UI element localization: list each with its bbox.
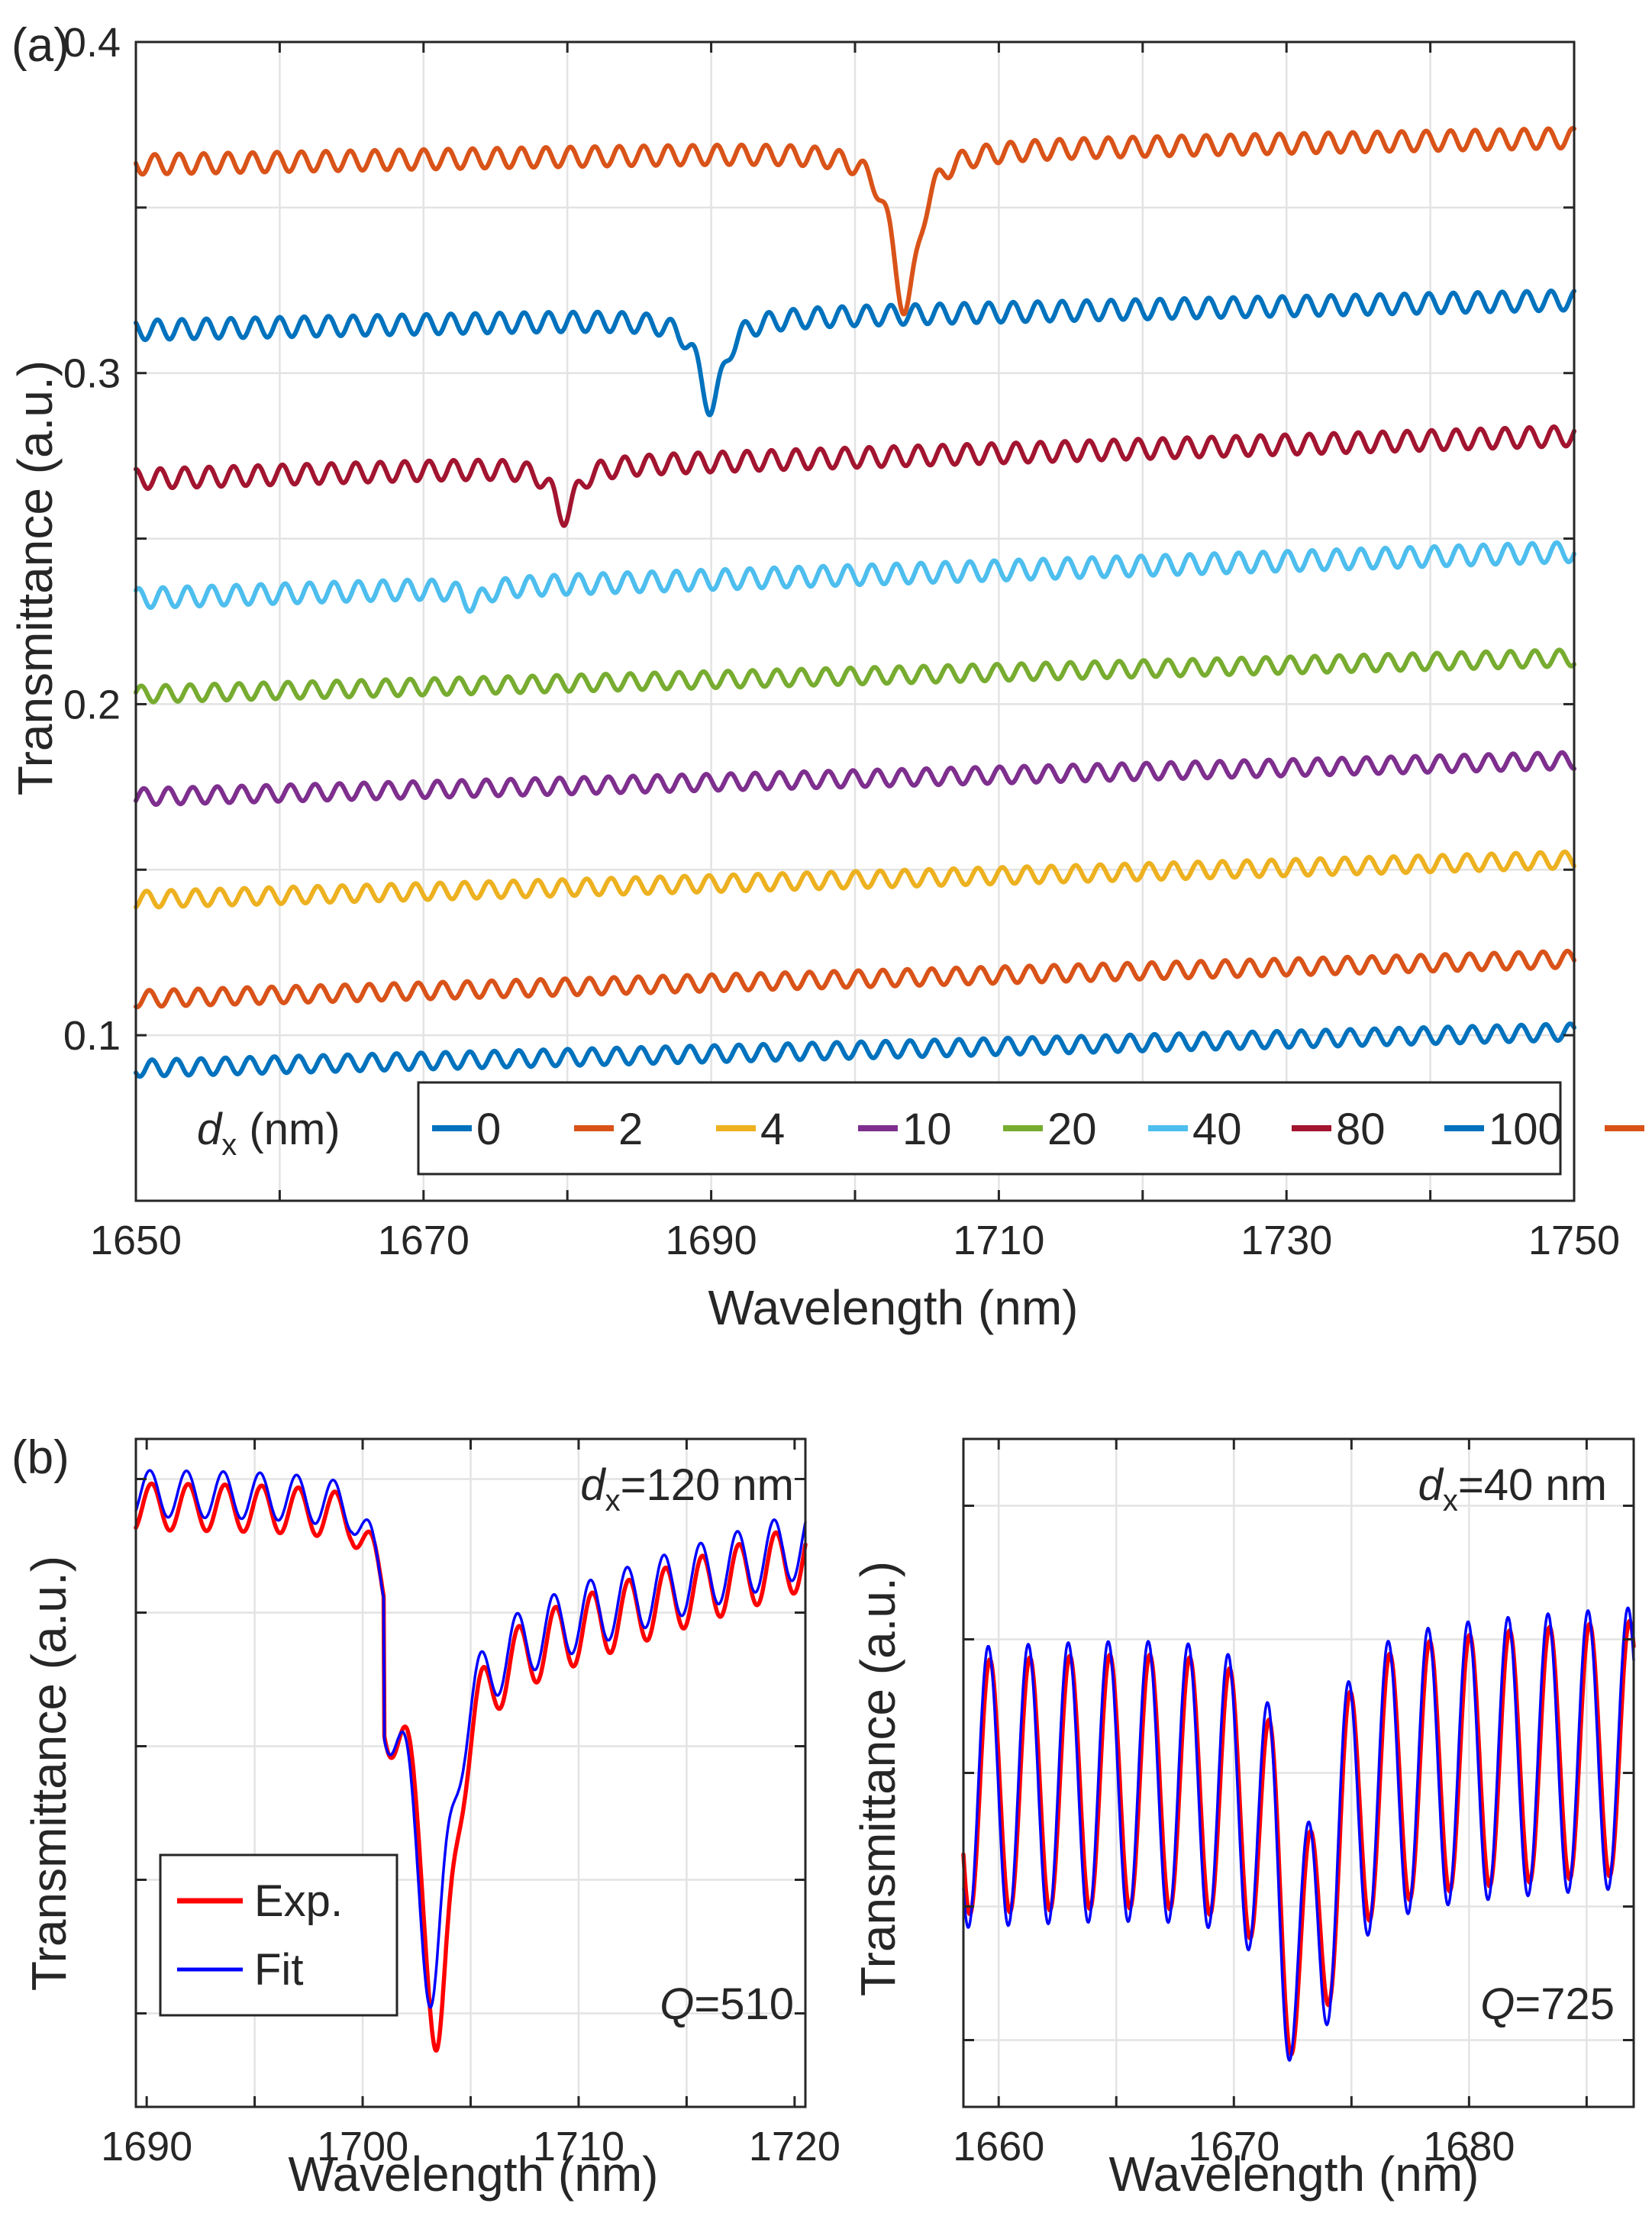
legend-label-exp: Exp. [254,1876,343,1926]
series-line-Fit [962,1606,1635,2062]
x-tick-label: 1700 [317,2124,408,2169]
panel-a-y-axis-label: Transmittance (a.u.) [8,360,63,795]
panel-b-right-chart: 1660 1670 1680 Wavelength (nm) Transmittan… [850,1437,1636,2202]
series-line-2 [134,948,1576,1010]
panel-b-q-annotation: Q=510 [660,1979,794,2029]
panel-b-dx-sub: x [605,1484,621,1518]
panel-b-right-q-var: Q [1480,1979,1515,2029]
series-line-100 [134,289,1576,418]
panel-b-x-tick-labels: 1690 1700 1710 1720 [101,2124,841,2169]
series-line-0 [134,1021,1576,1079]
panel-a-ticks [134,40,1576,1202]
panel-a-series-group [134,125,1576,1079]
panel-b-series-group [134,1469,808,2053]
y-tick-label: 0.3 [63,351,121,397]
series-line-80 [134,424,1576,528]
panel-b-right-x-axis-label: Wavelength (nm) [1109,2147,1479,2202]
legend-title-var: d [197,1105,223,1154]
panel-b-right-dx-value: =40 nm [1458,1460,1607,1510]
panel-b-right-ticks [963,1439,1634,2107]
legend-title-unit: (nm) [237,1105,340,1154]
series-line-120 [134,125,1576,317]
legend-title-sub: x [221,1128,237,1162]
panel-b-label: (b) [11,1431,69,1484]
x-tick-label: 1670 [378,1218,469,1263]
legend-label-40: 40 [1192,1105,1242,1154]
x-tick-label: 1730 [1241,1218,1332,1263]
panel-a-y-tick-labels: 0.1 0.2 0.3 0.4 [63,20,121,1059]
panel-b-ticks [136,1439,805,2107]
legend-label-80: 80 [1336,1105,1386,1154]
panel-b-right-q-value: =725 [1515,1979,1615,2029]
series-line-Fit [134,1469,807,2009]
x-tick-label: 1680 [1423,2124,1515,2169]
legend-label-120: 120 [1649,1105,1652,1154]
x-tick-label: 1690 [101,2124,192,2169]
y-tick-label: 0.4 [63,20,121,66]
legend-items: 0 2 4 10 20 40 80 100 120 [432,1105,1652,1154]
x-tick-label: 1690 [666,1218,757,1263]
x-tick-label: 1710 [953,1218,1044,1263]
panel-a-x-axis-label: Wavelength (nm) [708,1280,1079,1335]
legend-label-fit: Fit [254,1945,303,1995]
x-tick-label: 1650 [90,1218,182,1263]
panel-a-gridlines [136,42,1574,1201]
panel-b-right-q-annotation: Q=725 [1480,1979,1615,2029]
panel-b-dx-value: =120 nm [621,1460,794,1510]
y-tick-label: 0.2 [63,682,121,727]
panel-b-right-dx-sub: x [1443,1484,1458,1518]
panel-b-x-axis-label: Wavelength (nm) [289,2147,659,2202]
x-tick-label: 1660 [953,2124,1044,2169]
panel-b-q-var: Q [660,1979,694,2029]
legend-label-20: 20 [1047,1105,1097,1154]
panel-a-x-tick-labels: 1650 1670 1690 1710 1730 1750 [90,1218,1620,1263]
panel-a-legend: dx (nm) 0 2 4 10 20 40 80 100 120 [197,1081,1652,1176]
series-line-4 [134,849,1576,910]
panel-b-dx-annotation: dx=120 nm [580,1460,794,1518]
panel-b-right-dx-var: d [1418,1460,1444,1510]
legend-label-10: 10 [902,1105,952,1154]
panel-b-y-axis-label: Transmittance (a.u.) [21,1556,76,1991]
legend-label-2: 2 [618,1105,643,1154]
x-tick-label: 1670 [1188,2124,1279,2169]
panel-b-legend-box [159,1853,398,2017]
panel-b-q-value: =510 [694,1979,794,2029]
x-tick-label: 1720 [749,2124,841,2169]
panel-b-right-series-group [961,1606,1636,2062]
legend-label-100: 100 [1489,1105,1563,1154]
panel-b-right-x-tick-labels: 1660 1670 1680 [953,2124,1515,2169]
legend-title: dx (nm) [197,1105,340,1162]
panel-b-dx-var: d [580,1460,606,1510]
panel-a-label: (a) [11,19,69,72]
panel-b-legend: Exp. Fit [159,1853,398,2017]
series-line-10 [134,750,1576,807]
panel-a-chart: (a) 1650 1670 1690 1710 1730 1750 0.10.20.30.… [8,19,1652,1335]
panel-b-right-dx-annotation: dx=40 nm [1418,1460,1607,1518]
panel-b-right-y-axis-label: Transmittance (a.u.) [850,1561,905,1996]
legend-label-4: 4 [760,1105,785,1154]
series-line-20 [134,647,1576,705]
x-tick-label: 1710 [533,2124,624,2169]
legend-label-0: 0 [476,1105,501,1154]
x-tick-label: 1750 [1528,1218,1620,1263]
series-line-40 [134,540,1576,615]
panel-b-chart: (b) 1690 1700 1710 1720 Wavelength (nm) Tra… [11,1431,841,2202]
series-line-Exp. [134,1481,808,2053]
y-tick-label: 0.1 [63,1013,121,1059]
